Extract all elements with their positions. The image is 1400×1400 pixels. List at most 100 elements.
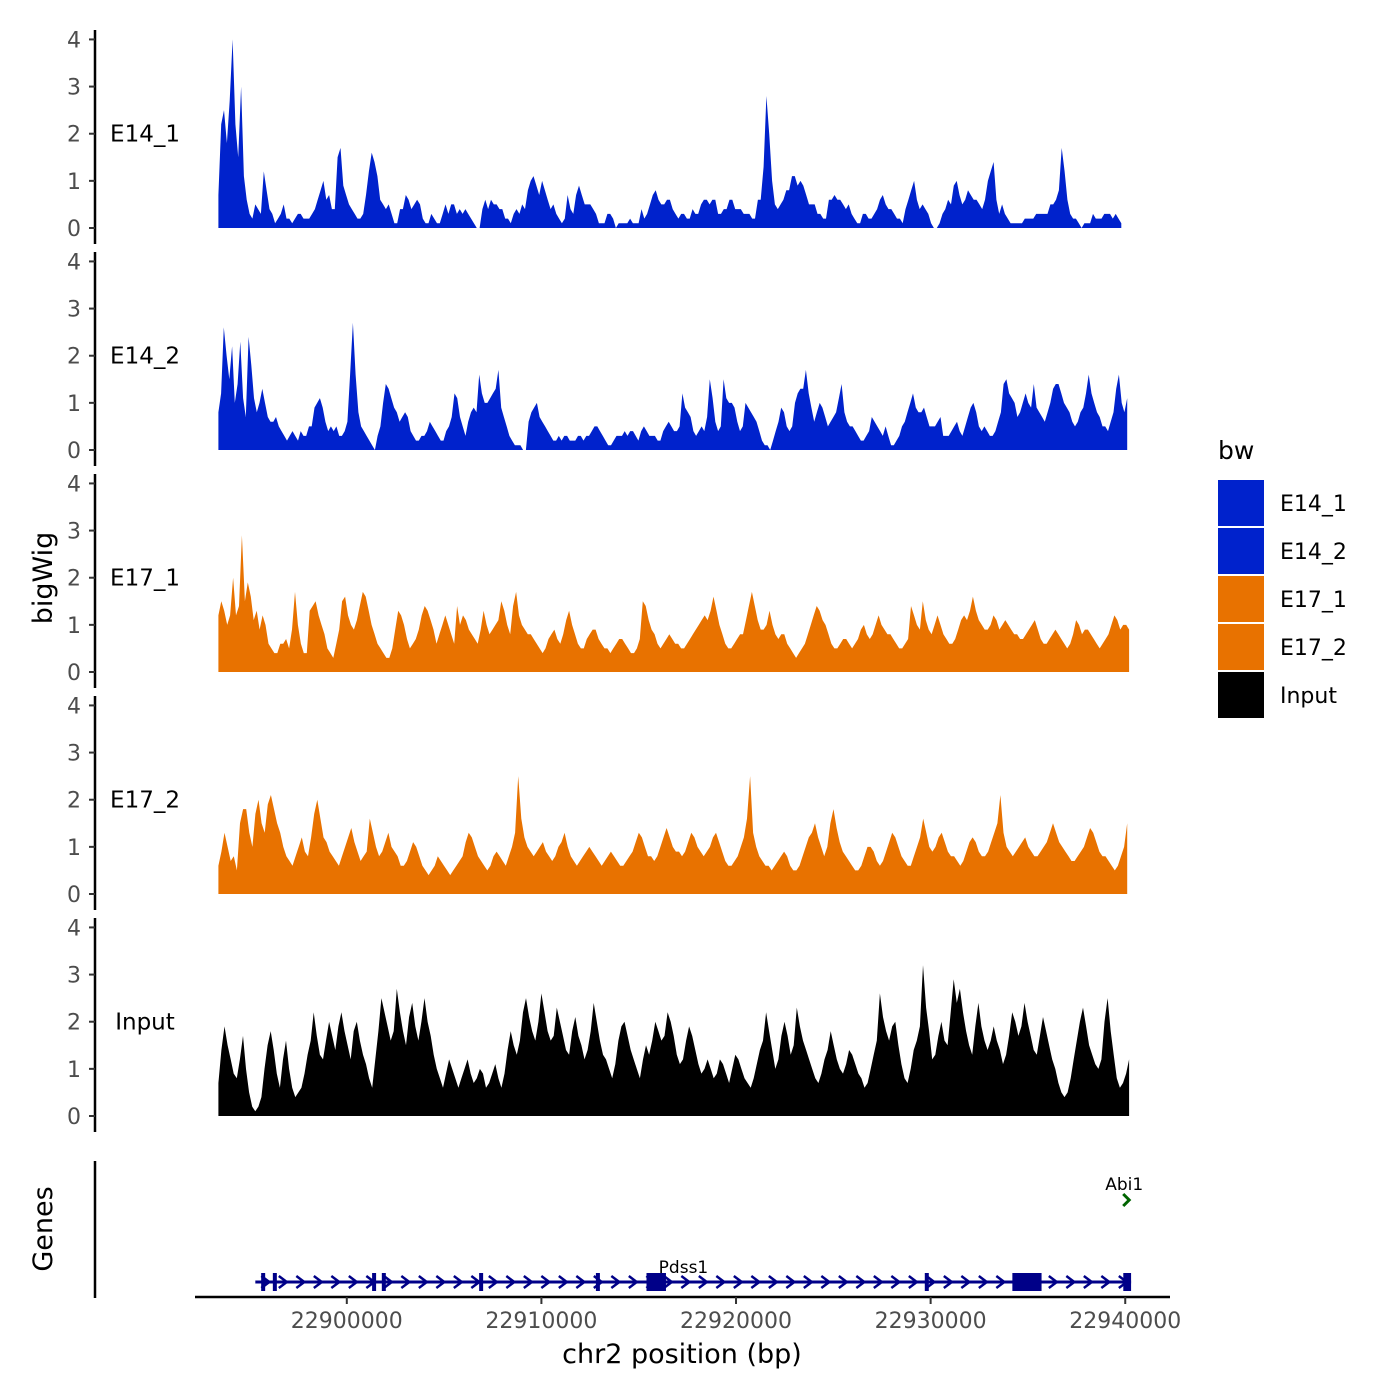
y-tick-label: 2: [67, 1011, 81, 1036]
y-tick-label: 4: [67, 472, 81, 497]
strand-arrow: [540, 1275, 552, 1289]
x-tick-label: 22940000: [1069, 1309, 1181, 1334]
strand-arrow: [523, 1275, 534, 1289]
y-axis-title: bigWig: [28, 532, 59, 625]
y-tick-label: 2: [67, 345, 81, 370]
track-label: E17_2: [110, 788, 180, 814]
legend-item-E14_2: E14_2: [1218, 528, 1347, 574]
exon: [381, 1273, 386, 1291]
strand-arrow: [505, 1275, 517, 1289]
strand-arrow: [908, 1275, 919, 1289]
strand-arrow: [680, 1275, 692, 1289]
strand-arrow: [610, 1275, 622, 1289]
legend-label: E17_1: [1280, 588, 1347, 613]
track-E17_1: 0 1 2 3 4 E17_1: [67, 472, 1130, 688]
strand-arrow: [943, 1275, 954, 1289]
legend-swatch: [1218, 672, 1264, 718]
exon: [1123, 1273, 1132, 1291]
strand-arrow: [400, 1275, 412, 1289]
legend-swatch: [1218, 480, 1264, 526]
exon: [272, 1273, 277, 1291]
legend-label: E14_1: [1280, 492, 1347, 517]
strand-arrow: [838, 1275, 849, 1289]
strand-arrow: [698, 1275, 709, 1289]
track-label: E17_1: [110, 566, 180, 592]
legend-swatch: [1218, 624, 1264, 670]
strand-arrow: [1048, 1275, 1059, 1289]
y-tick-label: 1: [67, 170, 81, 195]
strand-arrow: [348, 1275, 359, 1289]
legend-label: Input: [1280, 684, 1337, 709]
track-E14_2: 0 1 2 3 4 E14_2: [67, 250, 1128, 466]
strand-arrow: [558, 1275, 569, 1289]
x-tick-label: 22900000: [291, 1309, 403, 1334]
signal-area-E14_2: [218, 322, 1128, 450]
strand-arrow: [418, 1275, 429, 1289]
y-tick-label: 4: [67, 250, 81, 275]
x-axis-title: chr2 position (bp): [562, 1339, 802, 1370]
legend-swatch: [1218, 576, 1264, 622]
y-tick-label: 1: [67, 1058, 81, 1083]
y-tick-label: 1: [67, 836, 81, 861]
y-tick-label: 0: [67, 439, 81, 464]
strand-arrow: [663, 1275, 674, 1289]
y-tick-label: 2: [67, 789, 81, 814]
strand-arrow: [278, 1275, 289, 1289]
track-label: E14_2: [110, 344, 180, 370]
gene-Pdss1: Pdss1: [255, 1258, 1132, 1291]
strand-arrow: [978, 1275, 989, 1289]
track-Input: 0 1 2 3 4 Input: [67, 916, 1130, 1132]
gene-label: Abi1: [1105, 1175, 1143, 1195]
signal-area-E17_2: [218, 776, 1128, 894]
track-E14_1: 0 1 2 3 4 E14_1: [67, 28, 1122, 244]
strand-arrow: [890, 1275, 902, 1289]
strand-arrow: [960, 1275, 972, 1289]
y-tick-label: 3: [67, 298, 81, 323]
exon: [372, 1273, 377, 1291]
gene-label: Pdss1: [659, 1258, 709, 1278]
y-tick-label: 2: [67, 123, 81, 148]
legend-label: E14_2: [1280, 540, 1347, 565]
strand-arrow: [575, 1275, 587, 1289]
strand-arrow: [628, 1275, 639, 1289]
y-tick-label: 1: [67, 614, 81, 639]
genes-axis-title: Genes: [28, 1186, 59, 1271]
strand-arrow: [313, 1275, 324, 1289]
strand-arrow: [330, 1275, 342, 1289]
strand-arrow: [1065, 1275, 1077, 1289]
strand-arrow: [925, 1275, 937, 1289]
y-tick-label: 4: [67, 694, 81, 719]
strand-arrow: [295, 1275, 307, 1289]
y-tick-label: 3: [67, 964, 81, 989]
strand-arrow: [453, 1275, 464, 1289]
legend-item-E17_2: E17_2: [1218, 624, 1347, 670]
signal-area-E17_1: [218, 535, 1130, 672]
legend-item-E14_1: E14_1: [1218, 480, 1347, 526]
strand-arrow: [873, 1275, 884, 1289]
legend-label: E17_2: [1280, 636, 1347, 661]
bigwig-tracks: 0 1 2 3 4 E14_1 0 1 2 3 4 E14_2 0 1 2 3 4 E17_1 0 1 2 3 4 E17_2…: [67, 28, 1130, 1132]
y-tick-label: 3: [67, 76, 81, 101]
exon: [479, 1273, 484, 1291]
genes-panel: Pdss1 Abi1: [93, 1161, 1143, 1298]
strand-arrow: [488, 1275, 499, 1289]
y-tick-label: 4: [67, 28, 81, 53]
strand-arrow: [715, 1275, 727, 1289]
track-label: Input: [115, 1010, 175, 1036]
x-tick-label: 22930000: [875, 1309, 987, 1334]
exon: [261, 1273, 266, 1291]
y-tick-label: 0: [67, 1105, 81, 1130]
exon: [650, 1273, 666, 1291]
exon: [595, 1273, 600, 1291]
legend: bw E14_1 E14_2 E17_1 E17_2 Input: [1218, 436, 1347, 718]
signal-area-Input: [218, 965, 1130, 1116]
strand-arrow: [435, 1275, 447, 1289]
strand-arrow: [855, 1275, 867, 1289]
track-E17_2: 0 1 2 3 4 E17_2: [67, 694, 1128, 910]
strand-arrow: [1100, 1275, 1112, 1289]
exon: [1012, 1273, 1042, 1291]
y-tick-label: 4: [67, 916, 81, 941]
exon: [924, 1273, 929, 1291]
gene-Abi1: Abi1: [1105, 1175, 1143, 1208]
